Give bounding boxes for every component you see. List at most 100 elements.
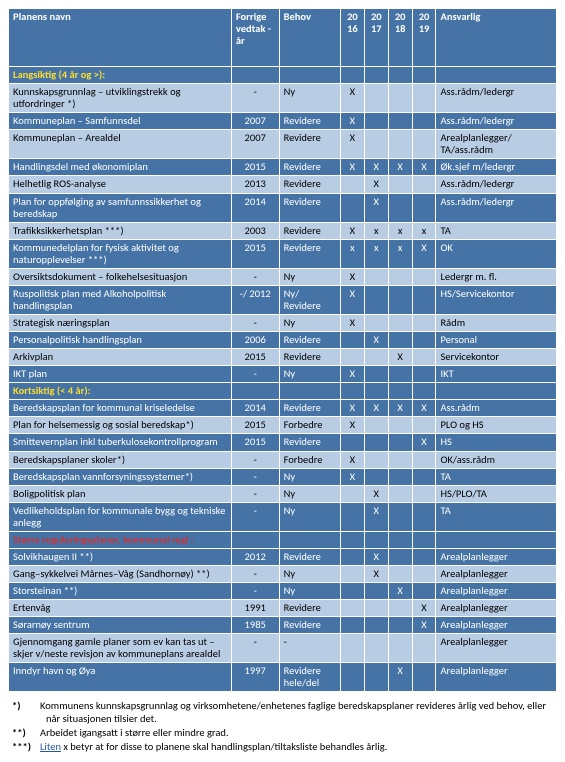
cell-y16: X [340,468,364,485]
cell-y19: X [412,239,436,268]
table-row: Ruspolitisk plan med Alkoholpolitisk han… [9,285,557,314]
section-row: Større reguleringsplaner, kommunal regi … [9,531,557,548]
cell-prev: - [231,84,279,113]
cell-name: Sørarnøy sentrum [9,617,232,634]
cell-need: Ny [279,366,340,383]
cell-y17: X [364,485,388,502]
cell-y19: X [412,400,436,417]
cell-name: Ertenvåg [9,600,232,617]
table-row: Kommuneplan – Samfunnsdel2007RevidereXAs… [9,113,557,130]
cell-prev: - [231,634,279,663]
cell-y18 [388,332,412,349]
cell-y18: x [388,222,412,239]
cell-need: Revidere [279,159,340,176]
cell-need: Forbedre [279,451,340,468]
cell-name: Kommuneplan – Arealdel [9,130,232,159]
cell-need: Revidere [279,434,340,451]
cell-resp: IKT [436,366,557,383]
cell-resp: Ass.rådm [436,400,557,417]
cell-resp: Arealplanlegger [436,548,557,565]
cell-need: Revidere [279,548,340,565]
cell-resp: TA [436,468,557,485]
cell-y16: x [340,239,364,268]
cell-y19 [412,451,436,468]
cell-resp: Ass.rådm/ledergr [436,176,557,193]
cell-need: Ny/ Revidere [279,285,340,314]
cell-y17 [364,315,388,332]
section-label: Kortsiktig (< 4 år): [9,383,232,400]
cell-y17 [364,617,388,634]
cell-need: Revidere [279,113,340,130]
cell-y18 [388,366,412,383]
cell-y17 [364,600,388,617]
cell-y16: X [340,315,364,332]
table-row: Smittevernplan inkl tuberkulosekontrollp… [9,434,557,451]
cell-resp: PLO og HS [436,417,557,434]
cell-y17 [364,130,388,159]
cell-y16 [340,583,364,600]
cell-y18 [388,485,412,502]
cell-y18 [388,502,412,531]
cell-resp: Ass.rådm/ledergr [436,84,557,113]
cell-name: Arkivplan [9,349,232,366]
cell-name: Boligpolitisk plan [9,485,232,502]
cell-y18 [388,285,412,314]
cell-need: Revidere [279,349,340,366]
cell-prev: 2015 [231,239,279,268]
col-need: Behov [279,9,340,67]
cell-y16 [340,349,364,366]
cell-resp: Arealplanlegger [436,583,557,600]
cell-name: Personalpolitisk handlingsplan [9,332,232,349]
cell-y16: X [340,84,364,113]
cell-y16: X [340,400,364,417]
cell-resp: OK [436,239,557,268]
cell-y18 [388,634,412,663]
cell-name: Strategisk næringsplan [9,315,232,332]
cell-prev: 2015 [231,434,279,451]
cell-y16 [340,434,364,451]
cell-y16 [340,617,364,634]
cell-y19 [412,193,436,222]
cell-need: Ny [279,468,340,485]
cell-name: Storsteinan **) [9,583,232,600]
cell-y19: X [412,434,436,451]
cell-y17: X [364,548,388,565]
cell-prev: - [231,485,279,502]
cell-y16 [340,565,364,582]
cell-prev: 2003 [231,222,279,239]
cell-prev: - [231,565,279,582]
cell-y18: X [388,663,412,692]
header-row: Planens navn Forrige vedtak - år Behov 2… [9,9,557,67]
cell-prev: 2015 [231,159,279,176]
cell-y17: X [364,502,388,531]
table-row: Oversiktsdokument – folkehelsesituasjon-… [9,268,557,285]
cell-prev: 2007 [231,113,279,130]
cell-y17: x [364,222,388,239]
table-row: Gang–sykkelvei Mårnes–Våg (Sandhornøy) *… [9,565,557,582]
cell-prev: - [231,315,279,332]
table-row: Inndyr havn og Øya1997Revidere hele/delX… [9,663,557,692]
cell-resp: TA [436,502,557,531]
cell-resp: Ass.rådm/ledergr [436,193,557,222]
cell-y17 [364,417,388,434]
cell-y18 [388,417,412,434]
cell-y19 [412,663,436,692]
cell-need: Revidere [279,222,340,239]
cell-y16: X [340,417,364,434]
table-row: Beredskapsplaner skoler*)-ForbedreXOK/as… [9,451,557,468]
cell-resp: Arealplanlegger [436,617,557,634]
table-row: Gjennomgang gamle planer som ev kan tas … [9,634,557,663]
cell-prev: -/ 2012 [231,285,279,314]
cell-need: Ny [279,84,340,113]
cell-y17 [364,468,388,485]
cell-y18 [388,130,412,159]
cell-y18 [388,176,412,193]
footnotes: *)Kommunens kunnskapsgrunnlag og virksom… [8,692,557,753]
cell-name: Smittevernplan inkl tuberkulosekontrollp… [9,434,232,451]
cell-y16: X [340,366,364,383]
cell-name: Beredskapsplan for kommunal kriseledelse [9,400,232,417]
cell-y16 [340,600,364,617]
cell-y16: X [340,285,364,314]
cell-y16 [340,193,364,222]
cell-name: Plan for helsemessig og sosial beredskap… [9,417,232,434]
